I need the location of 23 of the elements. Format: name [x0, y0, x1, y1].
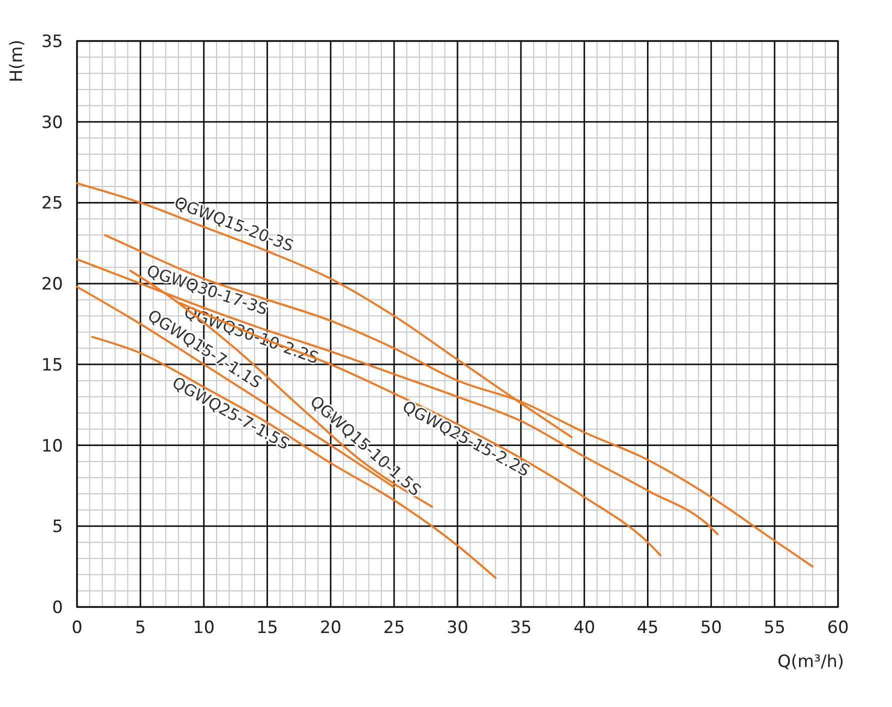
y-tick-label: 10 [41, 436, 63, 456]
x-tick-label: 30 [446, 618, 468, 638]
y-tick-label: 25 [41, 194, 63, 214]
y-tick-label: 30 [41, 112, 63, 133]
y-tick-label: 20 [41, 274, 63, 295]
y-tick-label: 35 [41, 32, 63, 52]
x-tick-label: 60 [827, 618, 849, 638]
y-tick-label: 5 [52, 517, 63, 538]
x-axis-title: Q(m³/h) [777, 652, 844, 672]
x-tick-label: 0 [72, 618, 82, 638]
y-axis-title: H(m) [7, 40, 27, 82]
x-tick-label: 15 [256, 618, 278, 638]
x-tick-label: 40 [574, 618, 596, 638]
x-tick-label: 25 [383, 618, 405, 638]
x-tick-label: 10 [193, 618, 215, 638]
x-tick-label: 20 [320, 618, 342, 638]
x-tick-label: 5 [135, 618, 146, 638]
x-tick-label: 50 [700, 618, 722, 638]
y-tick-label: 0 [52, 598, 63, 618]
y-tick-label: 15 [41, 355, 63, 376]
x-tick-label: 45 [636, 618, 659, 638]
x-tick-label: 55 [764, 618, 786, 638]
x-tick-label: 35 [510, 618, 532, 638]
